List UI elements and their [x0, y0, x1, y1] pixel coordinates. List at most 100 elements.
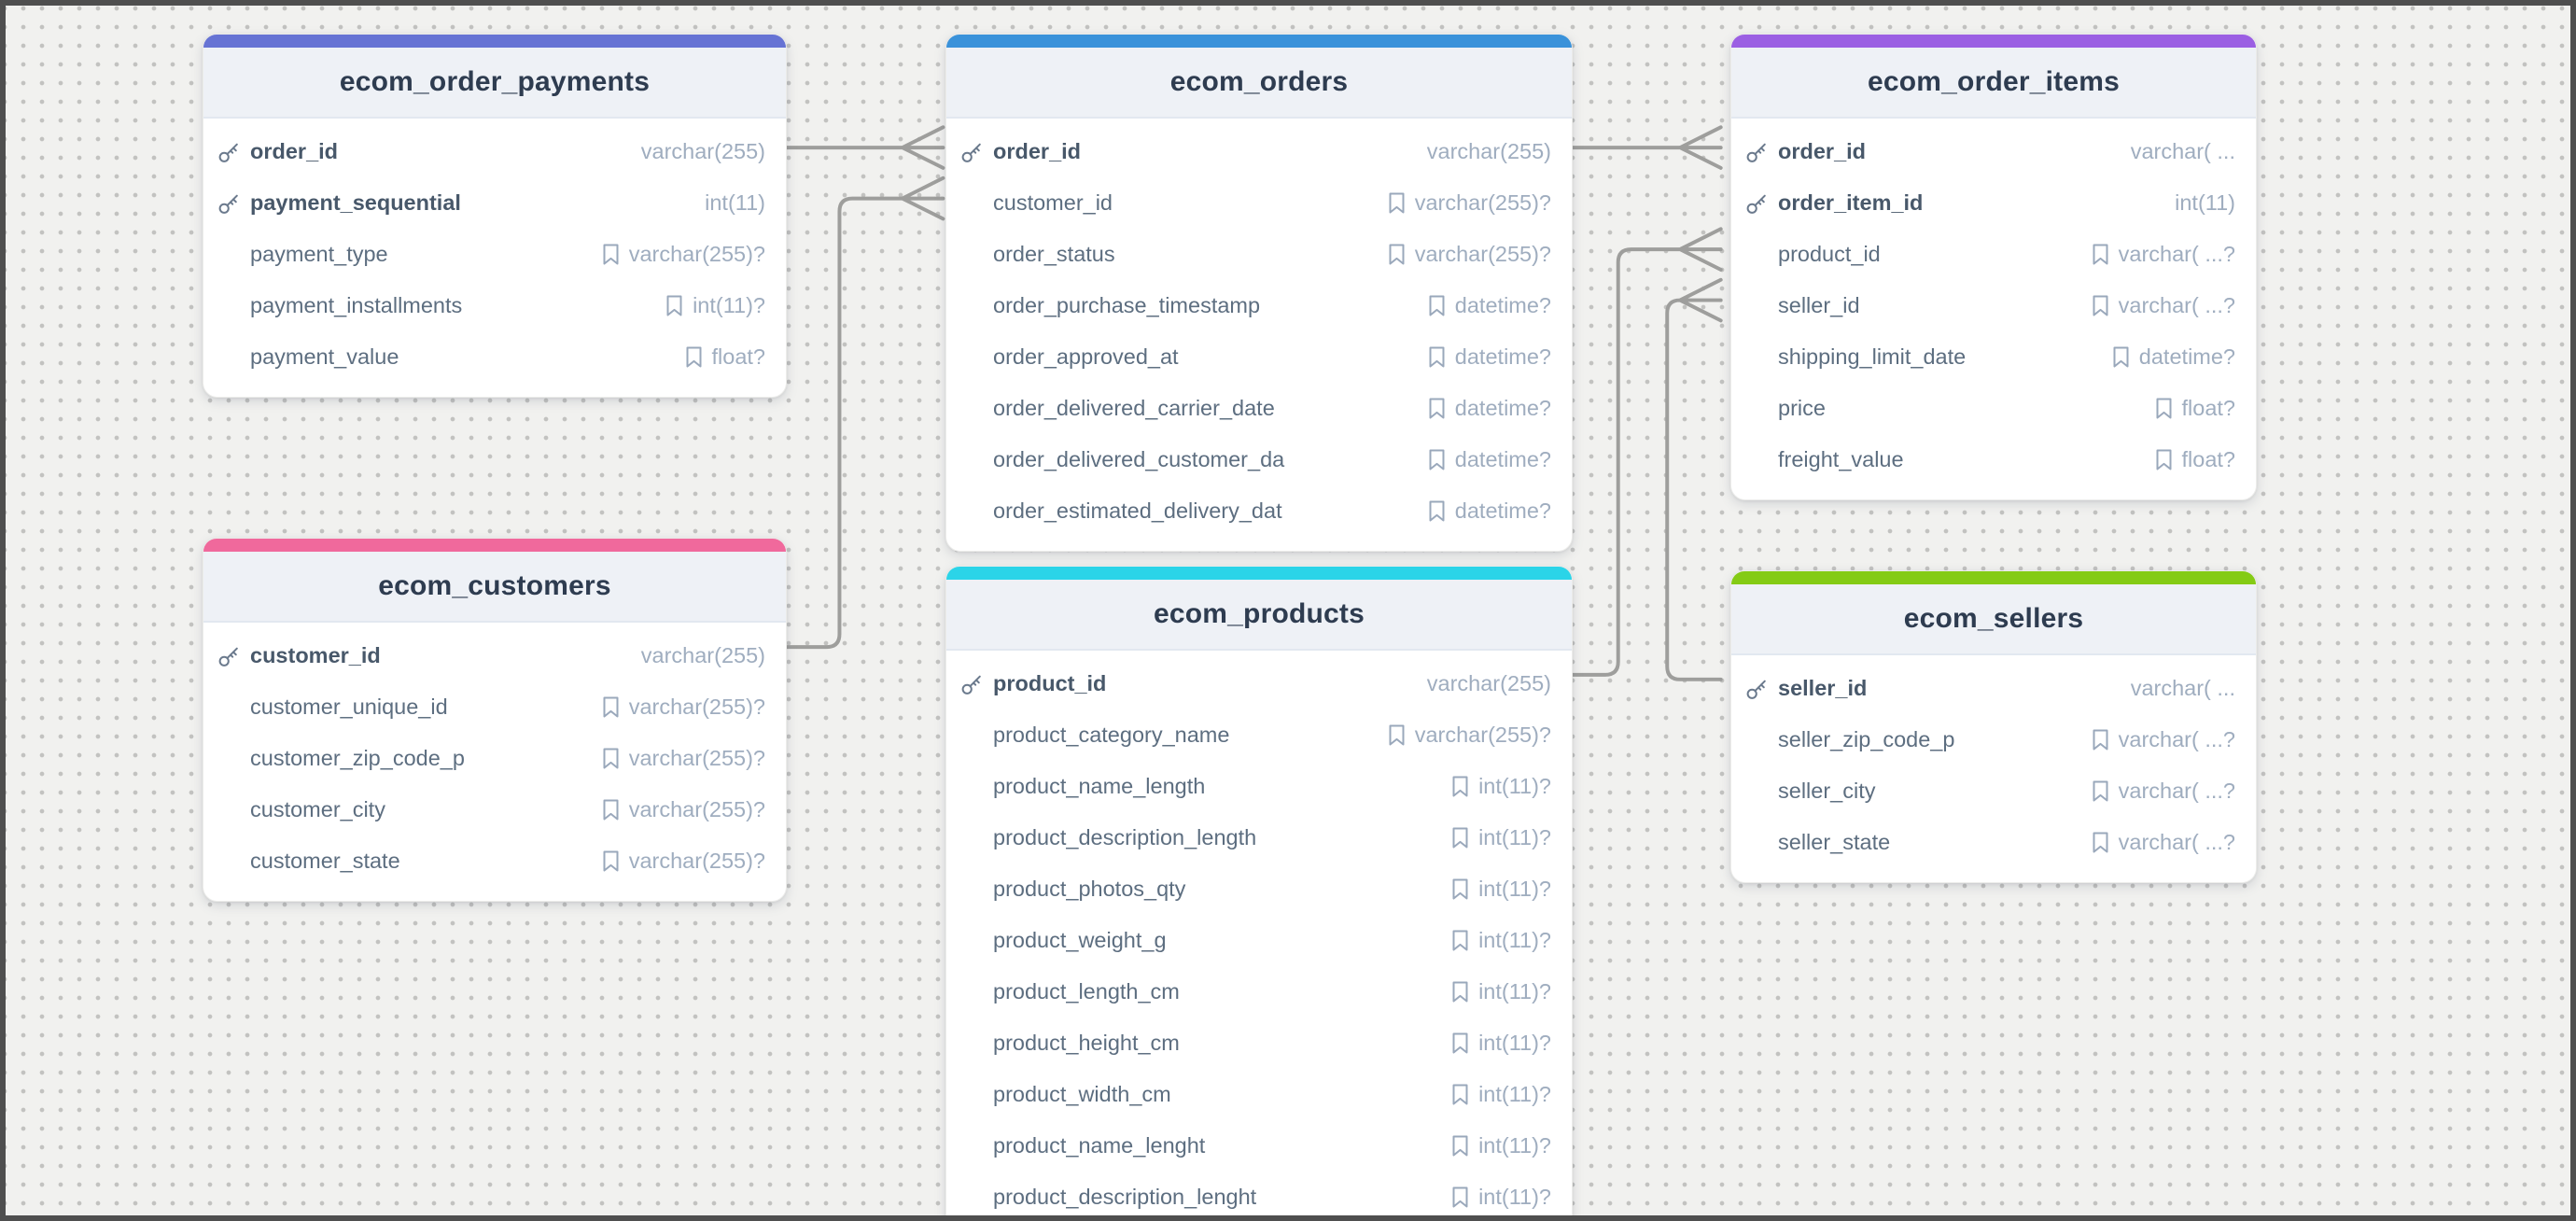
table-title: ecom_customers	[378, 570, 611, 601]
relation-ecom_sellers-ecom_order_items[interactable]	[1665, 277, 1723, 681]
nullable-bookmark-icon	[684, 345, 704, 369]
table-header[interactable]: ecom_sellers	[1731, 584, 2256, 655]
field-row-payment_installments[interactable]: payment_installments int(11)?	[203, 280, 786, 331]
table-field-list: order_id varchar( ... order_item_id	[1731, 119, 2256, 499]
field-row-order_delivered_customer_da[interactable]: order_delivered_customer_da datetime?	[946, 434, 1572, 485]
field-type-text: varchar(255)	[1426, 671, 1551, 695]
table-header[interactable]: ecom_order_items	[1731, 48, 2256, 119]
field-name: order_item_id	[1778, 190, 1924, 215]
field-row-product_name_length[interactable]: product_name_length int(11)?	[946, 761, 1572, 812]
primary-key-icon	[217, 643, 242, 668]
field-row-product_description_lenght[interactable]: product_description_lenght int(11)?	[946, 1172, 1572, 1215]
field-name: customer_city	[250, 797, 385, 821]
field-name: product_id	[993, 671, 1107, 695]
table-field-list: customer_id varchar(255) customer_unique…	[203, 623, 786, 901]
field-type: varchar(255)	[1427, 139, 1551, 164]
field-type-text: float?	[2181, 396, 2236, 420]
field-row-order_item_id[interactable]: order_item_id int(11)	[1731, 177, 2256, 229]
relation-ecom_customers-ecom_orders[interactable]	[784, 175, 945, 650]
field-row-order_id[interactable]: order_id varchar(255)	[203, 126, 786, 177]
field-row-payment_sequential[interactable]: payment_sequential int(11)	[203, 177, 786, 229]
field-row-product_category_name[interactable]: product_category_name varchar(255)?	[946, 709, 1572, 761]
relation-ecom_products-ecom_order_items[interactable]	[1562, 227, 1723, 677]
field-row-product_width_cm[interactable]: product_width_cm int(11)?	[946, 1069, 1572, 1120]
table-accent-bar	[203, 539, 786, 552]
field-row-product_description_length[interactable]: product_description_length int(11)?	[946, 812, 1572, 863]
field-row-payment_type[interactable]: payment_type varchar(255)?	[203, 229, 786, 280]
nullable-bookmark-icon	[1450, 980, 1470, 1003]
field-row-order_id[interactable]: order_id varchar( ...	[1731, 126, 2256, 177]
field-row-product_photos_qty[interactable]: product_photos_qty int(11)?	[946, 863, 1572, 915]
field-row-customer_unique_id[interactable]: customer_unique_id varchar(255)?	[203, 681, 786, 733]
field-row-freight_value[interactable]: freight_value float?	[1731, 434, 2256, 485]
field-row-product_id[interactable]: product_id varchar(255)	[946, 658, 1572, 709]
field-row-product_length_cm[interactable]: product_length_cm int(11)?	[946, 966, 1572, 1018]
nullable-bookmark-icon	[1450, 877, 1470, 901]
table-title: ecom_order_items	[1868, 66, 2120, 97]
field-type: datetime?	[1427, 447, 1551, 472]
field-row-product_weight_g[interactable]: product_weight_g int(11)?	[946, 915, 1572, 966]
table-header[interactable]: ecom_order_payments	[203, 48, 786, 119]
field-name: product_width_cm	[993, 1082, 1171, 1106]
table-card-ecom_sellers[interactable]: ecom_sellers seller_id varchar( ...	[1730, 570, 2257, 883]
field-type: datetime?	[2111, 344, 2235, 370]
field-type: int(11)?	[1450, 877, 1551, 902]
field-row-seller_city[interactable]: seller_city varchar( ...?	[1731, 765, 2256, 817]
field-row-order_purchase_timestamp[interactable]: order_purchase_timestamp datetime?	[946, 280, 1572, 331]
table-accent-bar	[203, 35, 786, 48]
field-row-customer_zip_code_p[interactable]: customer_zip_code_p varchar(255)?	[203, 733, 786, 784]
field-row-customer_city[interactable]: customer_city varchar(255)?	[203, 784, 786, 835]
field-row-customer_state[interactable]: customer_state varchar(255)?	[203, 835, 786, 887]
field-type: float?	[684, 344, 766, 370]
field-row-order_approved_at[interactable]: order_approved_at datetime?	[946, 331, 1572, 383]
field-row-order_status[interactable]: order_status varchar(255)?	[946, 229, 1572, 280]
field-name: seller_state	[1778, 830, 1891, 854]
field-row-order_delivered_carrier_date[interactable]: order_delivered_carrier_date datetime?	[946, 383, 1572, 434]
nullable-bookmark-icon	[1450, 1134, 1470, 1158]
field-name: order_id	[1778, 139, 1867, 163]
field-row-product_id[interactable]: product_id varchar( ...?	[1731, 229, 2256, 280]
table-header[interactable]: ecom_orders	[946, 48, 1572, 119]
field-type: int(11)?	[1450, 1185, 1551, 1210]
nullable-bookmark-icon	[2091, 831, 2110, 854]
field-row-seller_state[interactable]: seller_state varchar( ...?	[1731, 817, 2256, 868]
field-type-text: varchar(255)?	[628, 242, 765, 266]
relation-ecom_order_payments-ecom_orders[interactable]	[784, 125, 945, 170]
field-row-customer_id[interactable]: customer_id varchar(255)	[203, 630, 786, 681]
field-type-text: datetime?	[2138, 344, 2235, 369]
field-row-seller_id[interactable]: seller_id varchar( ...?	[1731, 280, 2256, 331]
field-row-price[interactable]: price float?	[1731, 383, 2256, 434]
table-card-ecom_products[interactable]: ecom_products product_id varchar(255)	[945, 566, 1573, 1215]
table-card-ecom_orders[interactable]: ecom_orders order_id varchar(255)	[945, 34, 1573, 552]
table-header[interactable]: ecom_customers	[203, 552, 786, 623]
nullable-bookmark-icon	[1427, 397, 1447, 420]
field-type-text: int(11)?	[1478, 979, 1551, 1003]
field-row-product_height_cm[interactable]: product_height_cm int(11)?	[946, 1018, 1572, 1069]
field-type-text: float?	[711, 344, 766, 369]
field-row-seller_id[interactable]: seller_id varchar( ...	[1731, 663, 2256, 714]
table-accent-bar	[1731, 35, 2256, 48]
field-type-text: varchar(255)?	[628, 746, 765, 770]
field-type: varchar(255)?	[1387, 723, 1551, 748]
field-row-order_estimated_delivery_dat[interactable]: order_estimated_delivery_dat datetime?	[946, 485, 1572, 537]
field-row-customer_id[interactable]: customer_id varchar(255)?	[946, 177, 1572, 229]
table-card-ecom_customers[interactable]: ecom_customers customer_id varchar(255)	[203, 538, 787, 902]
table-card-ecom_order_payments[interactable]: ecom_order_payments order_id varchar(255…	[203, 34, 787, 398]
field-row-product_name_lenght[interactable]: product_name_lenght int(11)?	[946, 1120, 1572, 1172]
primary-key-icon	[1744, 139, 1770, 164]
table-header[interactable]: ecom_products	[946, 580, 1572, 651]
field-row-order_id[interactable]: order_id varchar(255)	[946, 126, 1572, 177]
table-card-ecom_order_items[interactable]: ecom_order_items order_id varchar( ...	[1730, 34, 2257, 500]
field-row-payment_value[interactable]: payment_value float?	[203, 331, 786, 383]
relation-ecom_orders-ecom_order_items[interactable]	[1562, 125, 1723, 170]
field-type: int(11)?	[1450, 825, 1551, 850]
field-type-text: varchar(255)	[640, 139, 765, 163]
table-title: ecom_sellers	[1903, 603, 2084, 634]
field-name: product_length_cm	[993, 979, 1180, 1003]
field-type: varchar( ...	[2131, 676, 2235, 701]
field-row-shipping_limit_date[interactable]: shipping_limit_date datetime?	[1731, 331, 2256, 383]
nullable-bookmark-icon	[1427, 448, 1447, 471]
nullable-bookmark-icon	[2111, 345, 2131, 369]
field-row-seller_zip_code_p[interactable]: seller_zip_code_p varchar( ...?	[1731, 714, 2256, 765]
